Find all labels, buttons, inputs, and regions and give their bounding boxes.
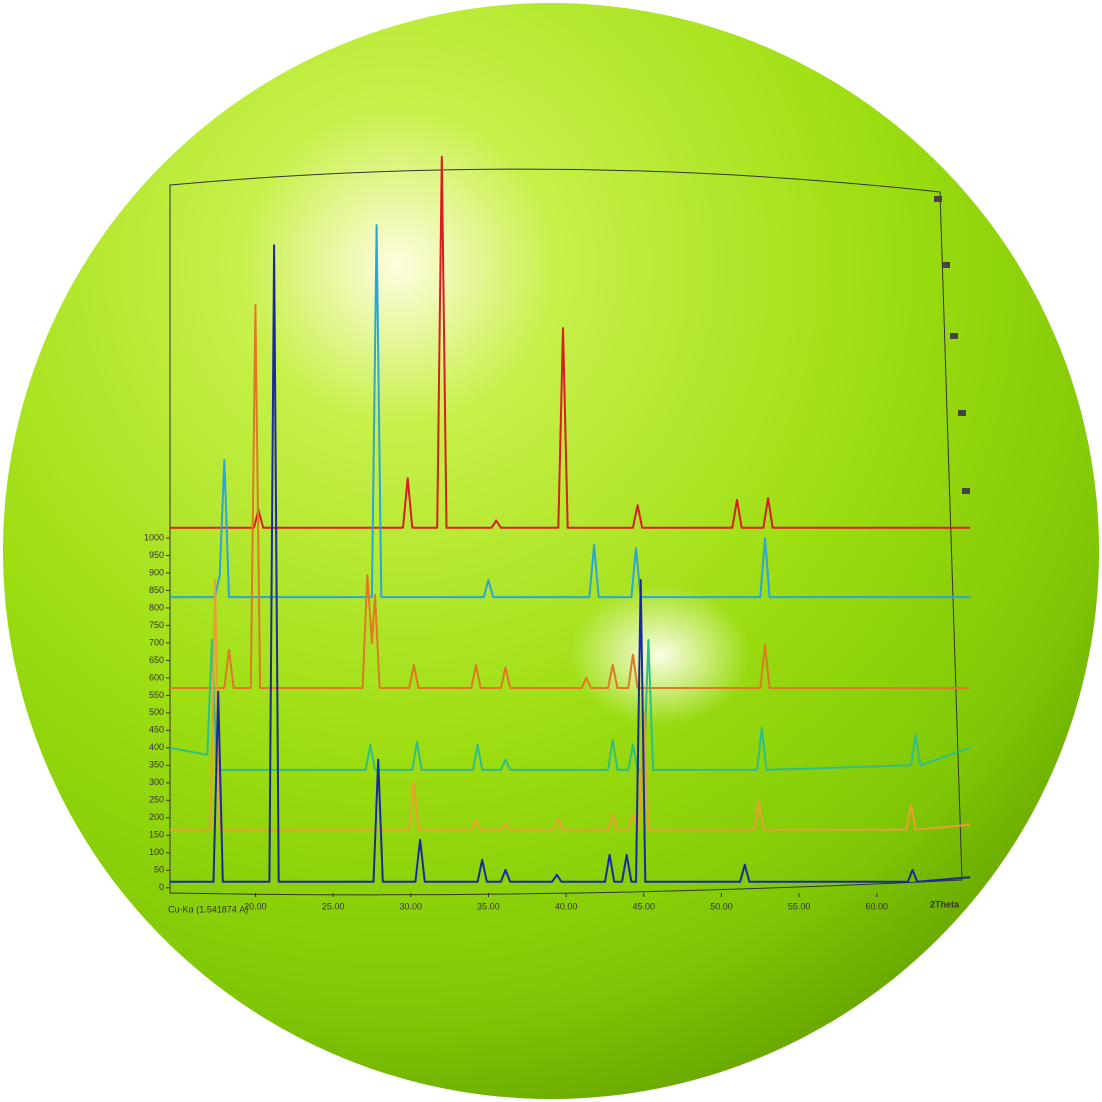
- y-tick-label: 800: [149, 602, 164, 612]
- y-tick-label: 350: [149, 760, 164, 770]
- y-tick-label: 850: [149, 585, 164, 595]
- x-tick-label: 55.00: [788, 901, 811, 911]
- sphere: [3, 3, 1099, 1099]
- y-tick-label: 300: [149, 777, 164, 787]
- y-tick-label: 0: [159, 882, 164, 892]
- x-axis-label: 2Theta: [930, 899, 960, 909]
- pattern-line: [170, 244, 971, 883]
- y-tick-label: 950: [149, 550, 164, 560]
- pattern-line: [170, 224, 970, 599]
- y-tick-label: 100: [149, 847, 164, 857]
- x-tick-label: 30.00: [400, 901, 423, 911]
- pattern-line: [170, 155, 970, 529]
- y-tick-label: 450: [149, 725, 164, 735]
- y-tick-label: 150: [149, 830, 164, 840]
- y-tick-label: 400: [149, 742, 164, 752]
- x-tick-label: 45.00: [633, 901, 656, 911]
- x-tick-label: 20.00: [244, 901, 267, 911]
- y-tick-label: 50: [154, 865, 164, 875]
- x-tick-label: 60.00: [866, 901, 889, 911]
- pattern-line: [170, 579, 971, 831]
- radiation-label: Cu-Kα (1.541874 A): [168, 904, 248, 914]
- y-tick-label: 550: [149, 690, 164, 700]
- y-tick-label: 750: [149, 620, 164, 630]
- highlight: [570, 585, 750, 725]
- x-tick-label: 35.00: [477, 901, 500, 911]
- y-tick-label: 650: [149, 655, 164, 665]
- y-tick-label: 600: [149, 672, 164, 682]
- x-tick-label: 50.00: [710, 901, 733, 911]
- y-tick-label: 700: [149, 637, 164, 647]
- pattern-line: [169, 638, 971, 771]
- y-tick-label: 500: [149, 707, 164, 717]
- x-tick-label: 25.00: [322, 901, 345, 911]
- y-tick-label: 250: [149, 795, 164, 805]
- toolbar-icons: [934, 196, 970, 494]
- y-tick-label: 1000: [144, 532, 164, 542]
- pattern-line: [170, 304, 970, 689]
- plot-frame: [169, 168, 963, 896]
- x-tick-label: 40.00: [555, 901, 578, 911]
- y-tick-label: 900: [149, 567, 164, 577]
- y-tick-label: 200: [149, 812, 164, 822]
